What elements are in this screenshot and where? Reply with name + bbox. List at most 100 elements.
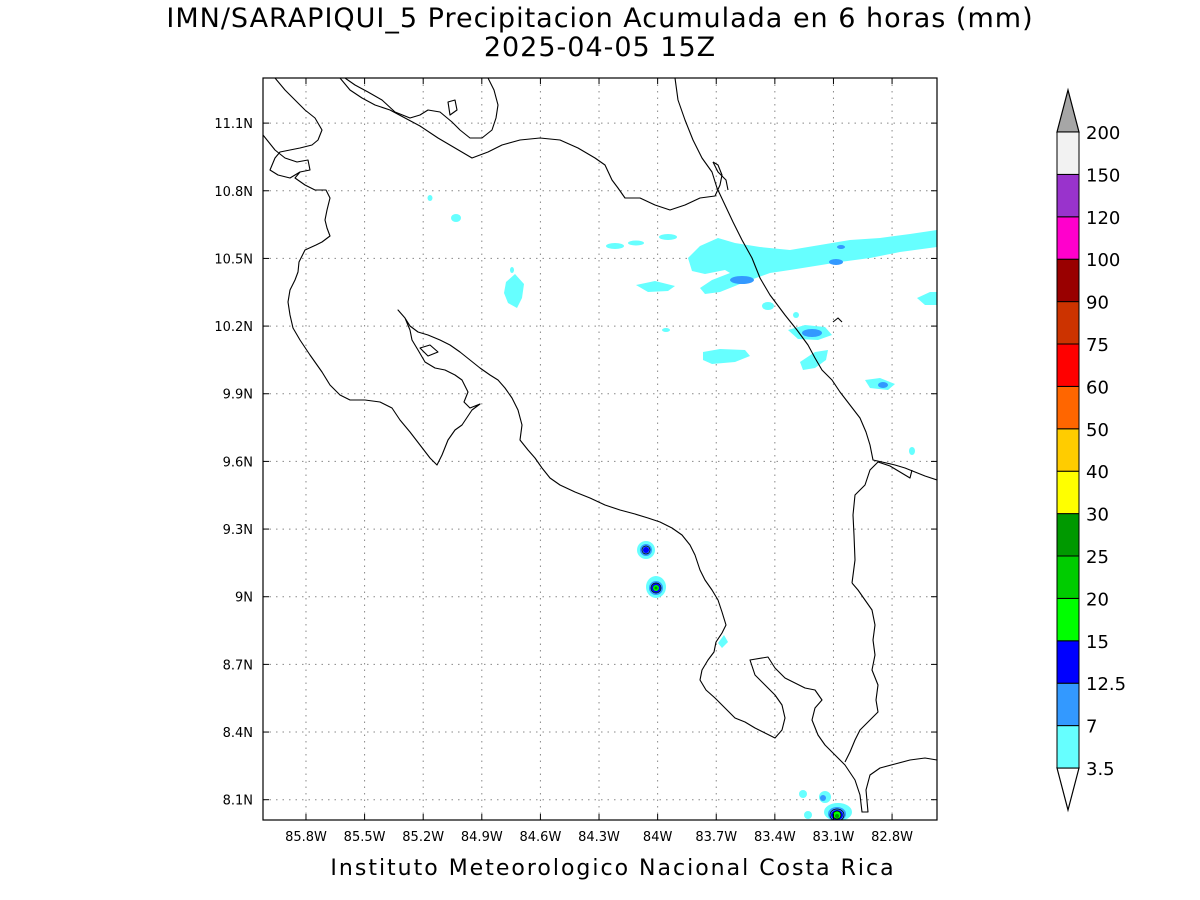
colorbar-label: 7 [1086, 717, 1097, 738]
lat-tick-label: 10.2N [214, 320, 253, 335]
colorbar-swatch [1056, 682, 1080, 727]
lon-tick-label: 83.1W [813, 830, 855, 845]
colorbar-label: 20 [1086, 589, 1109, 610]
map-frame [263, 78, 937, 820]
map-subtitle: 2025-04-05 15Z [483, 32, 717, 63]
lat-tick-label: 8.1N [223, 794, 253, 809]
colorbar-swatch [1056, 597, 1080, 642]
rain-area [636, 281, 675, 292]
colorbar-label: 50 [1086, 420, 1109, 441]
lat-tick-label: 10.8N [214, 185, 253, 200]
nicaragua-border [339, 78, 723, 211]
colorbar-swatch [1056, 385, 1080, 430]
rain-area [762, 302, 774, 310]
colorbar-label: 60 [1086, 377, 1109, 398]
lon-tick-label: 83.7W [695, 830, 737, 845]
rain-area [730, 276, 754, 284]
colorbar-label: 100 [1086, 250, 1120, 271]
rain-area [654, 586, 658, 590]
lon-tick-label: 85.2W [402, 830, 444, 845]
colorbar-swatch [1056, 343, 1080, 387]
colorbar-label: 25 [1086, 547, 1109, 568]
rain-area [793, 312, 799, 318]
rain-area [606, 243, 624, 249]
colorbar-label: 3.5 [1086, 759, 1115, 780]
lon-tick-label: 84.3W [578, 830, 620, 845]
rain-area [662, 328, 670, 332]
rain-area [917, 292, 937, 305]
axis-ticks: 85.8W 85.5W 85.2W 84.9W 84.6W 84.3W 84W 83.7W 83… [214, 78, 937, 845]
lon-tick-label: 84.9W [461, 830, 503, 845]
colorbar-label: 12.5 [1086, 674, 1126, 695]
rain-area [909, 447, 915, 455]
rain-area [829, 259, 843, 265]
rain-area [427, 195, 433, 201]
colorbar-swatch [1056, 173, 1080, 218]
pacific-coastline [263, 134, 937, 813]
rain-area [718, 635, 728, 648]
footer-credit: Instituto Meteorologico Nacional Costa R… [330, 856, 896, 881]
rain-area [628, 240, 644, 246]
colorbar-swatch [1056, 725, 1080, 769]
rain-area [882, 244, 894, 248]
lat-tick-label: 9.6N [223, 455, 253, 470]
lake-shore [344, 78, 499, 139]
rain-area [799, 790, 807, 798]
rain-area [510, 267, 514, 273]
rain-area [820, 795, 826, 801]
lat-tick-label: 8.7N [223, 658, 253, 673]
precipitation-contours [427, 195, 937, 820]
lat-tick-label: 9N [235, 591, 253, 606]
colorbar-swatch [1056, 258, 1080, 303]
colorbar-label: 150 [1086, 165, 1120, 186]
panama-border-south [844, 582, 879, 763]
colorbar: 3.5 7 12.5 15 20 25 30 40 50 60 75 90 100 120 150 200 [1056, 87, 1126, 813]
caribbean-coastline [674, 78, 937, 481]
lon-tick-label: 82.8W [871, 830, 913, 845]
lake-island [447, 99, 458, 116]
colorbar-swatch [1056, 470, 1080, 515]
colorbar-label: 75 [1086, 335, 1109, 356]
rain-area [878, 382, 888, 388]
rain-area [703, 349, 750, 364]
panama-border [851, 461, 913, 584]
colorbar-label: 15 [1086, 632, 1109, 653]
coastline-borders [263, 78, 937, 813]
colorbar-swatch [1056, 301, 1080, 345]
rain-area [804, 811, 812, 819]
colorbar-label: 40 [1086, 462, 1109, 483]
lat-tick-label: 9.3N [223, 523, 253, 538]
rain-area [835, 814, 839, 818]
lon-tick-label: 85.5W [344, 830, 386, 845]
colorbar-swatch [1056, 555, 1080, 599]
map-border [262, 77, 938, 821]
lat-tick-label: 10.5N [214, 252, 253, 267]
gridlines [263, 78, 937, 820]
rain-area [837, 245, 845, 249]
colorbar-label: 90 [1086, 293, 1109, 314]
colorbar-upper-arrow [1056, 87, 1080, 133]
colorbar-swatch [1056, 640, 1080, 684]
caribbean-island [712, 161, 729, 191]
rain-area [802, 329, 822, 337]
rain-area [659, 234, 677, 240]
lat-tick-label: 11.1N [214, 117, 253, 132]
map-title: IMN/SARAPIQUI_5 Precipitacion Acumulada … [166, 3, 1034, 34]
lon-tick-label: 84.6W [520, 830, 562, 845]
colorbar-swatch [1056, 513, 1080, 557]
rain-area [643, 547, 649, 553]
rain-area [451, 214, 461, 222]
caribbean-island [832, 317, 843, 323]
colorbar-label: 200 [1086, 123, 1120, 144]
rain-area [504, 274, 524, 308]
colorbar-swatch [1056, 428, 1080, 472]
pacific-coast-north [269, 78, 323, 179]
lat-tick-label: 9.9N [223, 388, 253, 403]
gulf-island [419, 344, 439, 357]
map-panel: 85.8W 85.5W 85.2W 84.9W 84.6W 84.3W 84W 83.7W 83… [214, 77, 938, 845]
colorbar-swatch [1056, 216, 1080, 260]
lon-tick-label: 84W [643, 830, 673, 845]
colorbar-label: 30 [1086, 505, 1109, 526]
lon-tick-label: 83.4W [754, 830, 796, 845]
